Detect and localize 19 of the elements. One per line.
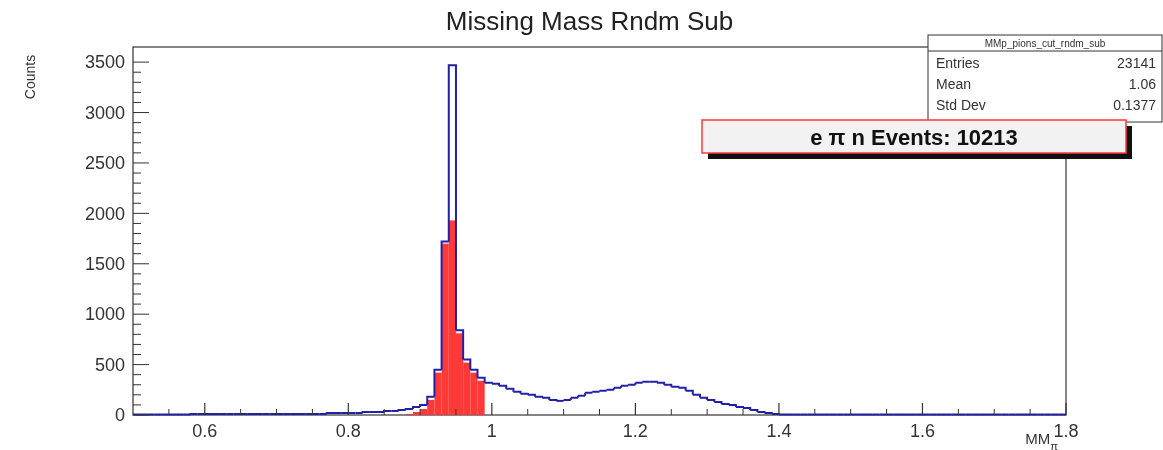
y-tick-label: 1500 [84,254,125,275]
y-tick-label: 0 [114,405,125,426]
stats-box: MMp_pions_cut_rndm_sub Entries 23141 Mean 1.06 Std Dev 0.1377 [927,34,1163,123]
chart-title: Missing Mass Rndm Sub [445,6,734,36]
y-axis-title: Counts [22,54,38,100]
x-tick-label: 1 [486,421,497,441]
y-tick-label: 2000 [84,203,125,224]
y-tick-label: 3500 [84,52,125,73]
y-tick-label: 500 [94,354,125,375]
y-tick-label: 1000 [84,304,125,325]
annotation: MMp_pions_cut_rndm_sub [984,38,1106,49]
y-tick-label: 3000 [84,102,125,123]
y-tick-label: 2500 [84,153,125,174]
x-tick-label: 1.6 [909,421,935,441]
annotation: e π n Events: 10213 [810,124,1018,150]
x-tick-label: 0.8 [335,421,361,441]
x-tick-label: 0.6 [192,421,218,441]
x-tick-label: 1.4 [766,421,792,441]
x-tick-label: 1.2 [622,421,648,441]
